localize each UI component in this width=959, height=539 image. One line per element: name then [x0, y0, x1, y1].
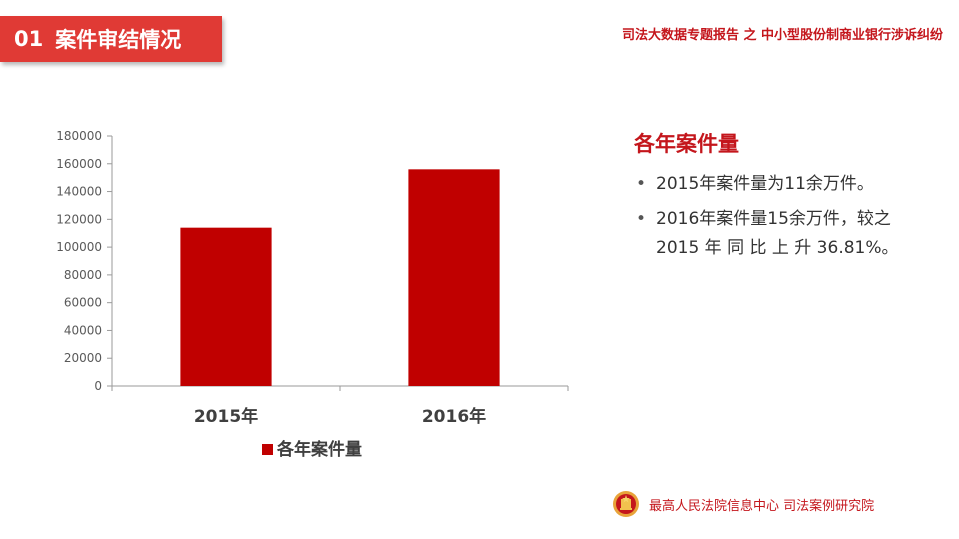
court-emblem-icon [613, 491, 639, 517]
y-tick-label: 40000 [64, 323, 102, 337]
y-tick-label: 60000 [64, 296, 102, 310]
section-badge: 01 案件审结情况 [0, 16, 222, 62]
bullet-item: • 2015年案件量为11余万件。 [634, 170, 924, 199]
bullet-text: 2016年案件量15余万件，较之 2015 年 同 比 上 升 36.81%。 [656, 209, 899, 258]
y-tick-label: 180000 [56, 129, 102, 143]
footer-text: 最高人民法院信息中心 司法案例研究院 [649, 498, 875, 514]
legend-label: 各年案件量 [276, 439, 362, 460]
report-title: 司法大数据专题报告 之 中小型股份制商业银行涉诉纠纷 [621, 28, 943, 43]
y-tick-label: 160000 [56, 157, 102, 171]
y-tick-label: 100000 [56, 240, 102, 254]
side-title: 各年案件量 [634, 132, 739, 156]
bullet-text: 2015年案件量为11余万件。 [656, 174, 874, 194]
bar-chart: 0 20000 40000 60000 80000 100000 120000 140000 1… [56, 129, 569, 460]
y-tick-label: 140000 [56, 185, 102, 199]
y-tick-label: 20000 [64, 351, 102, 365]
bullet-list: • 2015年案件量为11余万件。 • 2016年案件量15余万件，较之 201… [634, 170, 924, 263]
side-panel: 各年案件量 • 2015年案件量为11余万件。 • 2016年案件量15余万件，… [634, 128, 924, 269]
section-title: 案件审结情况 [55, 28, 182, 52]
bullet-dot-icon: • [636, 174, 647, 194]
x-category-label: 2015年 [194, 406, 258, 427]
y-tick-label: 80000 [64, 268, 102, 282]
bullet-dot-icon: • [636, 209, 647, 229]
footer: 最高人民法院信息中心 司法案例研究院 [612, 490, 874, 518]
y-tick-label: 120000 [56, 212, 102, 226]
legend-swatch [262, 444, 273, 455]
x-category-label: 2016年 [422, 406, 486, 427]
section-number: 01 [14, 27, 44, 51]
bar [180, 227, 272, 386]
bullet-item: • 2016年案件量15余万件，较之 2015 年 同 比 上 升 36.81%… [634, 205, 924, 263]
y-tick-label: 0 [94, 379, 102, 393]
bar [408, 169, 500, 386]
